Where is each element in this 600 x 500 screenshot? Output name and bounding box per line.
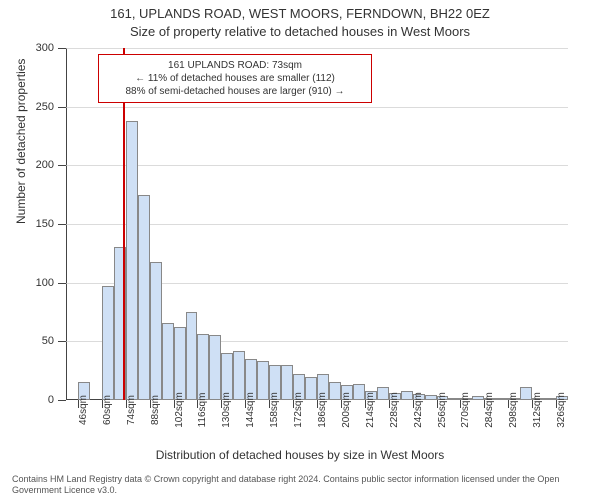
annotation-line: ← 11% of detached houses are smaller (11… [105, 72, 365, 85]
histogram-bar [425, 395, 437, 400]
histogram-bar [305, 377, 317, 400]
annotation-box: 161 UPLANDS ROAD: 73sqm← 11% of detached… [98, 54, 372, 103]
histogram-bar [544, 398, 556, 400]
title-main: 161, UPLANDS ROAD, WEST MOORS, FERNDOWN,… [0, 6, 600, 21]
x-axis-label: Distribution of detached houses by size … [0, 448, 600, 462]
x-tick-label: 200sqm [341, 392, 352, 428]
histogram-bar [102, 286, 114, 400]
x-tick-label: 186sqm [317, 392, 328, 428]
x-tick-label: 214sqm [365, 392, 376, 428]
histogram-bar [281, 365, 293, 400]
histogram-bar [448, 398, 460, 400]
histogram-bar [233, 351, 245, 400]
y-tick [58, 400, 66, 401]
histogram-bar [162, 323, 174, 400]
x-tick-label: 228sqm [389, 392, 400, 428]
x-tick-label: 284sqm [484, 392, 495, 428]
annotation-line: 88% of semi-detached houses are larger (… [105, 85, 365, 98]
x-tick-label: 102sqm [174, 392, 185, 428]
x-tick-label: 60sqm [102, 395, 113, 425]
x-tick-label: 312sqm [532, 392, 543, 428]
y-tick [58, 48, 66, 49]
x-tick-label: 326sqm [556, 392, 567, 428]
page-root: 161, UPLANDS ROAD, WEST MOORS, FERNDOWN,… [0, 0, 600, 500]
histogram-bar [257, 361, 269, 400]
x-tick-label: 242sqm [413, 392, 424, 428]
y-tick-label: 100 [36, 277, 54, 289]
y-tick [58, 224, 66, 225]
x-tick-label: 172sqm [293, 392, 304, 428]
y-tick [58, 165, 66, 166]
y-tick [58, 341, 66, 342]
histogram-bar [138, 195, 150, 400]
y-tick-label: 150 [36, 218, 54, 230]
x-tick-label: 270sqm [460, 392, 471, 428]
histogram-bar [126, 121, 138, 400]
gridline-h [66, 48, 568, 49]
x-tick-label: 46sqm [78, 395, 89, 425]
title-sub: Size of property relative to detached ho… [0, 24, 600, 39]
plot-area: 05010015020025030046sqm60sqm74sqm88sqm10… [66, 48, 568, 400]
gridline-h [66, 165, 568, 166]
x-tick-label: 116sqm [197, 393, 208, 428]
histogram-bar [329, 382, 341, 400]
y-tick-label: 300 [36, 42, 54, 54]
x-tick-label: 158sqm [269, 392, 280, 428]
histogram-bar [186, 312, 198, 400]
x-tick-label: 74sqm [126, 395, 137, 425]
y-tick-label: 200 [36, 159, 54, 171]
y-tick-label: 0 [48, 394, 54, 406]
y-axis-label: Number of detached properties [14, 59, 28, 224]
gridline-h [66, 107, 568, 108]
histogram-bar [496, 398, 508, 400]
histogram-bar [353, 384, 365, 400]
histogram-bar [377, 387, 389, 400]
x-tick-label: 144sqm [245, 392, 256, 428]
histogram-bar [472, 396, 484, 400]
histogram-bar [150, 262, 162, 400]
y-tick-label: 250 [36, 101, 54, 113]
y-tick [58, 283, 66, 284]
histogram-bar [520, 387, 532, 400]
x-tick-label: 88sqm [150, 395, 161, 425]
x-tick-label: 130sqm [221, 392, 232, 428]
histogram-bar [197, 334, 209, 400]
x-tick-label: 256sqm [437, 392, 448, 428]
x-tick-label: 298sqm [508, 392, 519, 428]
y-tick [58, 107, 66, 108]
copyright-text: Contains HM Land Registry data © Crown c… [12, 474, 588, 496]
y-tick-label: 50 [42, 335, 54, 347]
annotation-line: 161 UPLANDS ROAD: 73sqm [105, 59, 365, 72]
histogram-bar [209, 335, 221, 400]
histogram-bar [401, 391, 413, 400]
histogram-bar [174, 327, 186, 400]
